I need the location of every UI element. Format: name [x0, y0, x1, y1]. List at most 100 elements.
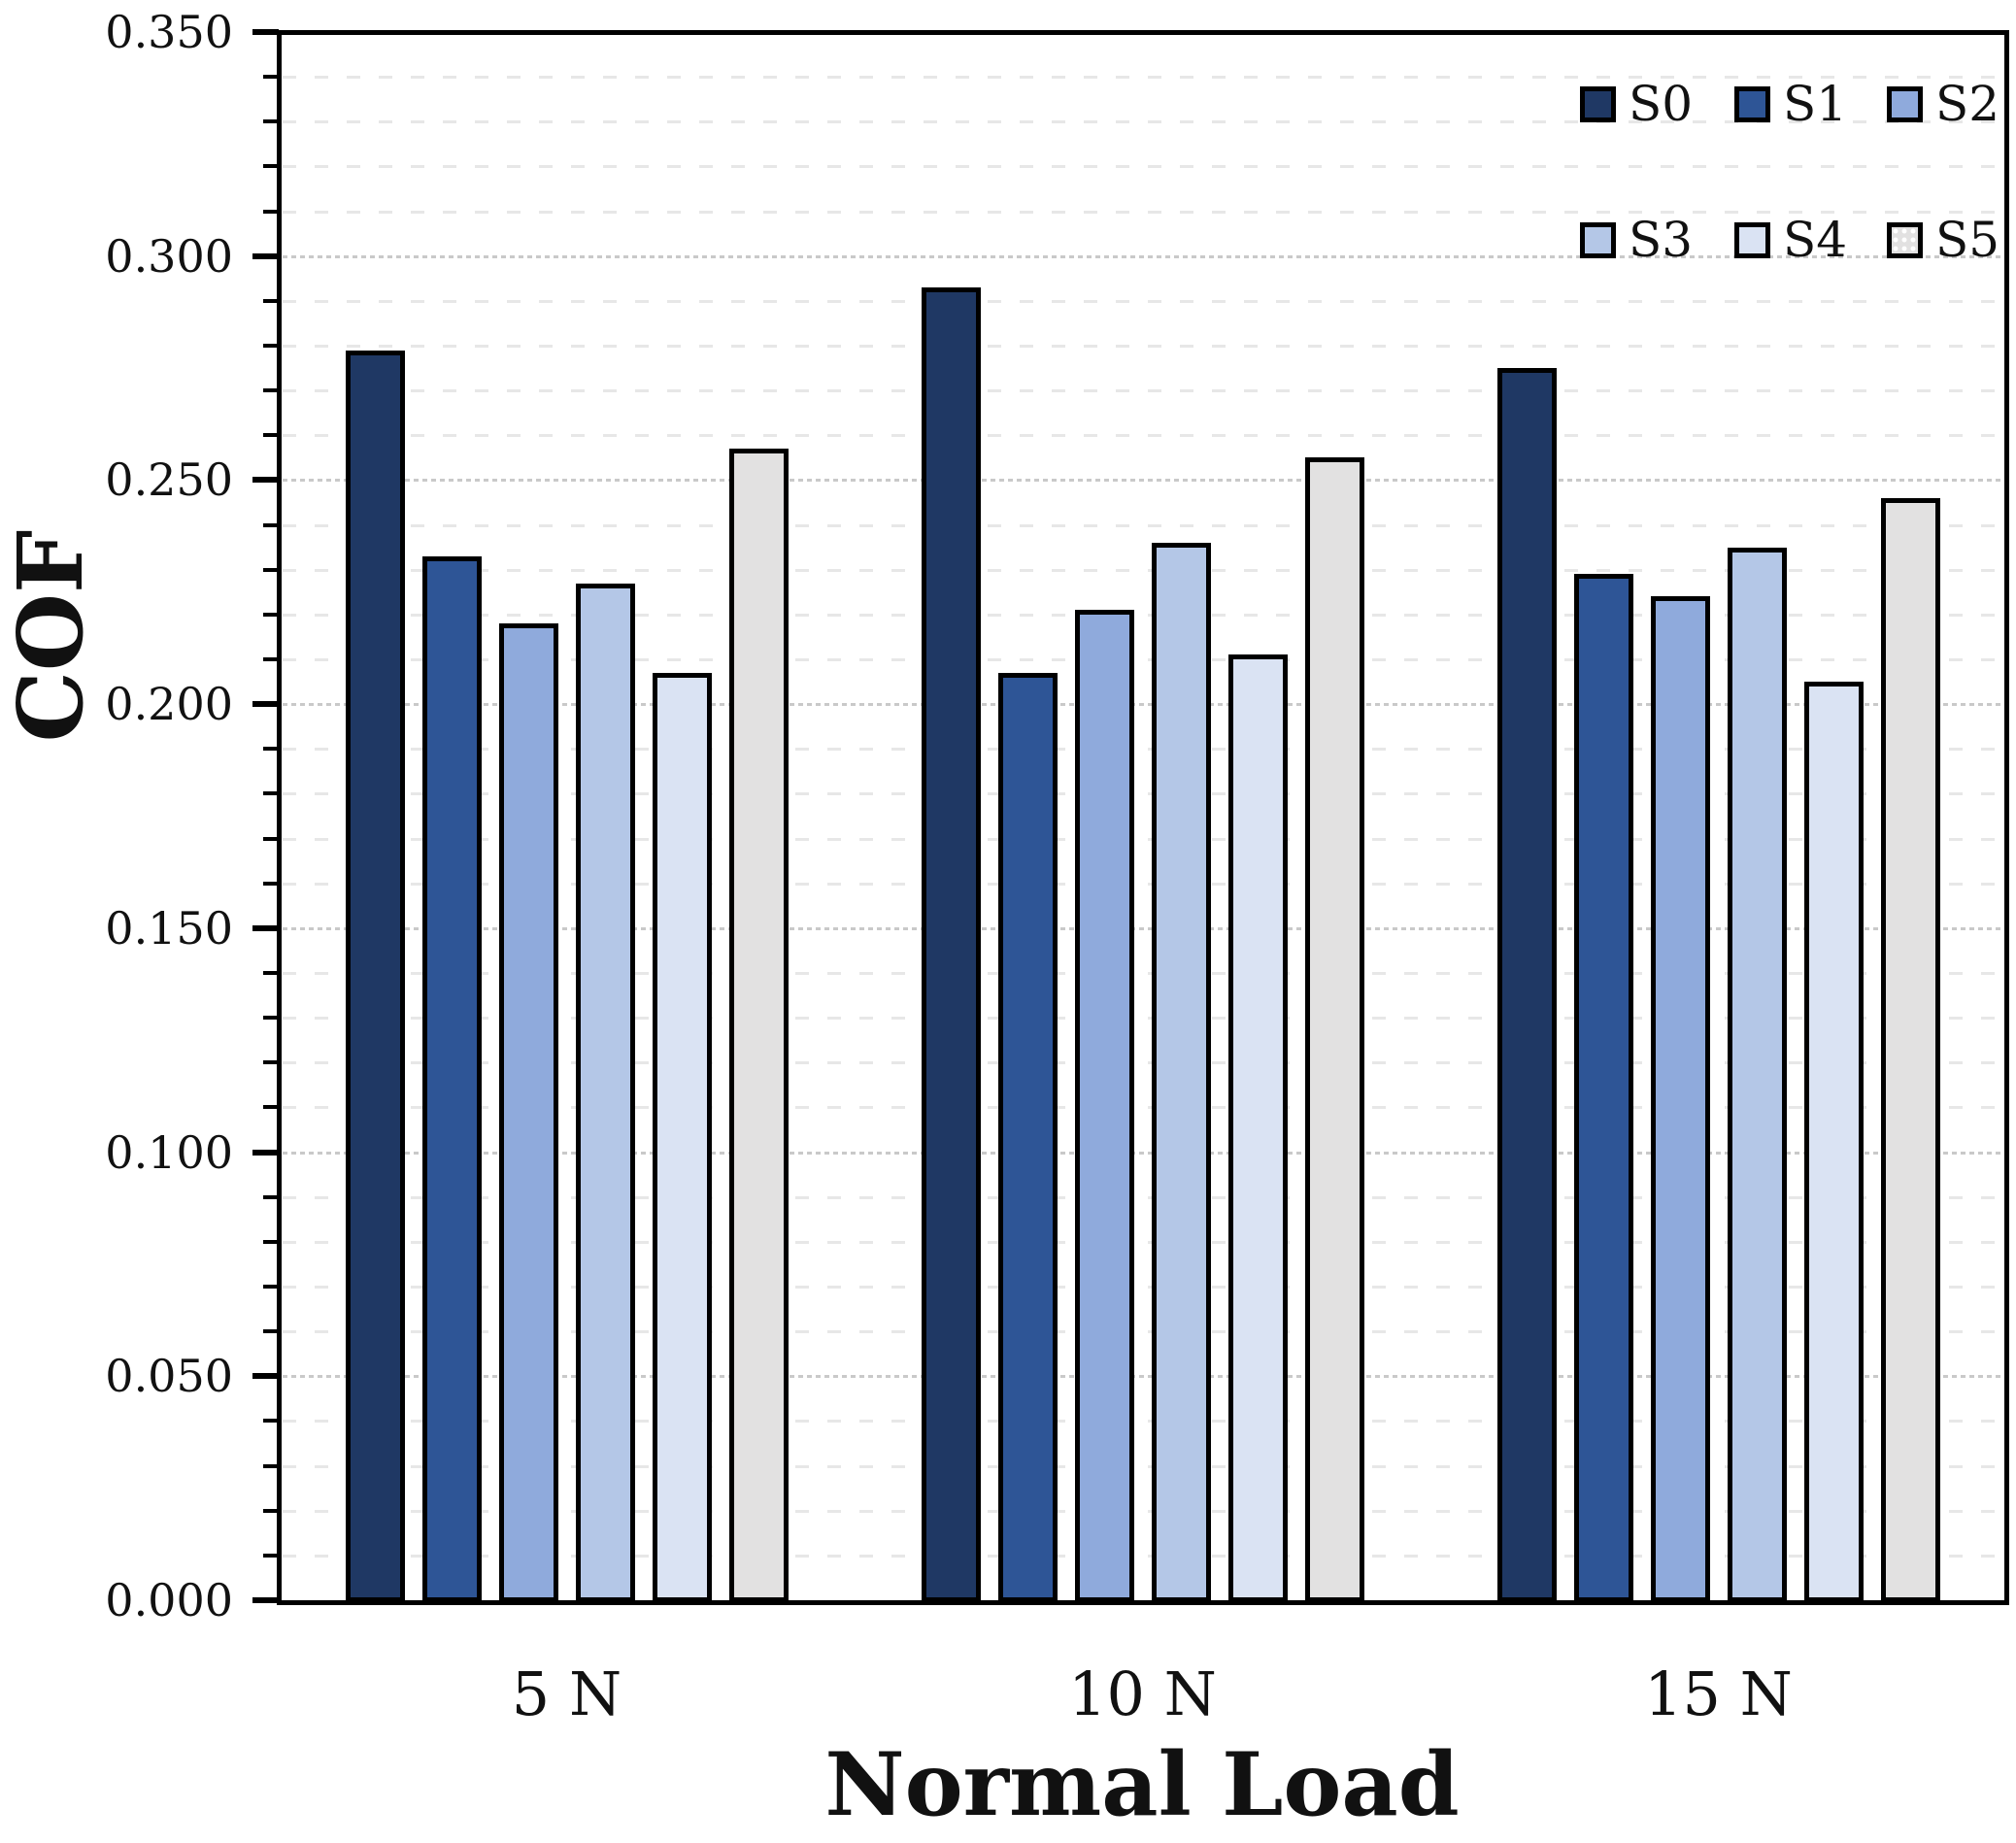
- gridline-minor: [283, 389, 2002, 393]
- y-minor-tick: [263, 1463, 279, 1468]
- legend-item-s3: S3: [1580, 216, 1693, 264]
- gridline-major: [283, 703, 2002, 707]
- gridline-minor: [283, 613, 2002, 617]
- gridline-minor: [283, 1240, 2002, 1244]
- y-minor-tick: [263, 164, 279, 169]
- bar-s3-10n: [1152, 543, 1211, 1602]
- y-major-tick: [252, 1149, 279, 1156]
- y-minor-tick: [263, 1508, 279, 1513]
- gridline-minor: [283, 1106, 2002, 1110]
- bar-s0-10n: [922, 287, 981, 1602]
- y-tick-label: 0.000: [105, 1574, 233, 1626]
- y-major-tick: [252, 252, 279, 259]
- gridline-minor: [283, 1330, 2002, 1334]
- y-tick-label: 0.350: [105, 6, 233, 58]
- legend-item-s2: S2: [1887, 80, 1999, 128]
- y-minor-tick: [263, 1285, 279, 1289]
- bar-s0-5n: [346, 350, 405, 1602]
- y-tick-label: 0.150: [105, 901, 233, 955]
- gridline-minor: [283, 1061, 2002, 1065]
- y-minor-tick: [263, 209, 279, 214]
- legend-swatch-s2: [1887, 85, 1923, 122]
- gridline-minor: [283, 120, 2002, 124]
- x-axis-title: Normal Load: [824, 1733, 1460, 1836]
- y-major-tick: [252, 29, 279, 35]
- y-minor-tick: [263, 1016, 279, 1021]
- legend-swatch-s3: [1580, 221, 1616, 258]
- y-minor-tick: [263, 119, 279, 124]
- gridline-minor: [283, 523, 2002, 527]
- bar-s1-10n: [998, 672, 1058, 1602]
- y-minor-tick: [263, 522, 279, 527]
- legend-label-s2: S2: [1935, 76, 2000, 132]
- legend-swatch-s0: [1580, 85, 1616, 122]
- bar-s3-5n: [576, 583, 635, 1602]
- bar-s4-5n: [653, 672, 712, 1602]
- bar-s1-5n: [422, 555, 482, 1602]
- y-minor-tick: [263, 567, 279, 572]
- bar-s4-10n: [1228, 654, 1288, 1602]
- y-minor-tick: [263, 836, 279, 841]
- bar-s2-5n: [499, 623, 558, 1602]
- bar-s5-15n: [1881, 497, 1940, 1602]
- y-tick-label: 0.200: [105, 678, 233, 731]
- bar-s2-15n: [1651, 596, 1710, 1602]
- legend-swatch-s4: [1734, 221, 1770, 258]
- y-minor-tick: [263, 657, 279, 661]
- gridline-major: [283, 1375, 2002, 1379]
- bar-s5-5n: [729, 449, 789, 1602]
- legend-item-s5: S5: [1887, 216, 1999, 264]
- legend-item-s0: S0: [1580, 80, 1693, 128]
- y-tick-label: 0.050: [105, 1350, 233, 1403]
- gridline-minor: [283, 1195, 2002, 1199]
- y-minor-tick: [263, 344, 279, 348]
- y-major-tick: [252, 477, 279, 484]
- legend-label-s4: S4: [1783, 212, 1848, 268]
- y-minor-tick: [263, 1419, 279, 1424]
- y-minor-tick: [263, 1194, 279, 1199]
- gridline-minor: [283, 165, 2002, 169]
- bar-s5-10n: [1305, 457, 1364, 1602]
- y-minor-tick: [263, 791, 279, 796]
- gridline-minor: [283, 1464, 2002, 1468]
- gridline-minor: [283, 1509, 2002, 1513]
- gridline-major: [283, 479, 2002, 483]
- y-major-tick: [252, 1597, 279, 1603]
- y-minor-tick: [263, 1329, 279, 1334]
- gridline-minor: [283, 1420, 2002, 1424]
- gridline-minor: [283, 1286, 2002, 1289]
- y-minor-tick: [263, 1239, 279, 1244]
- y-major-tick: [252, 701, 279, 708]
- legend-label-s3: S3: [1629, 212, 1694, 268]
- gridline-minor: [283, 882, 2002, 886]
- y-axis-title: COF: [0, 529, 103, 743]
- gridline-minor: [283, 792, 2002, 796]
- y-tick-label: 0.100: [105, 1125, 233, 1179]
- gridline-minor: [283, 345, 2002, 348]
- y-major-tick: [252, 1373, 279, 1380]
- legend-item-s1: S1: [1734, 80, 1847, 128]
- gridline-minor: [283, 1554, 2002, 1558]
- bar-s3-15n: [1728, 547, 1787, 1602]
- y-minor-tick: [263, 1553, 279, 1558]
- gridline-minor: [283, 210, 2002, 214]
- legend-label-s0: S0: [1629, 76, 1694, 132]
- gridline-major: [283, 1151, 2002, 1155]
- y-minor-tick: [263, 881, 279, 886]
- x-category-label: 15 N: [1644, 1659, 1793, 1729]
- bar-s1-15n: [1574, 574, 1633, 1602]
- x-category-label: 10 N: [1068, 1659, 1217, 1729]
- plot-area: [277, 30, 2009, 1605]
- legend-label-s5: S5: [1935, 212, 2000, 268]
- bar-s2-10n: [1075, 610, 1134, 1602]
- y-minor-tick: [263, 747, 279, 752]
- gridline-minor: [283, 1017, 2002, 1021]
- gridline-minor: [283, 658, 2002, 661]
- gridline-major: [283, 254, 2002, 258]
- y-minor-tick: [263, 75, 279, 80]
- gridline-major: [283, 926, 2002, 930]
- legend-swatch-s1: [1734, 85, 1770, 122]
- gridline-minor: [283, 299, 2002, 303]
- legend-item-s4: S4: [1734, 216, 1847, 264]
